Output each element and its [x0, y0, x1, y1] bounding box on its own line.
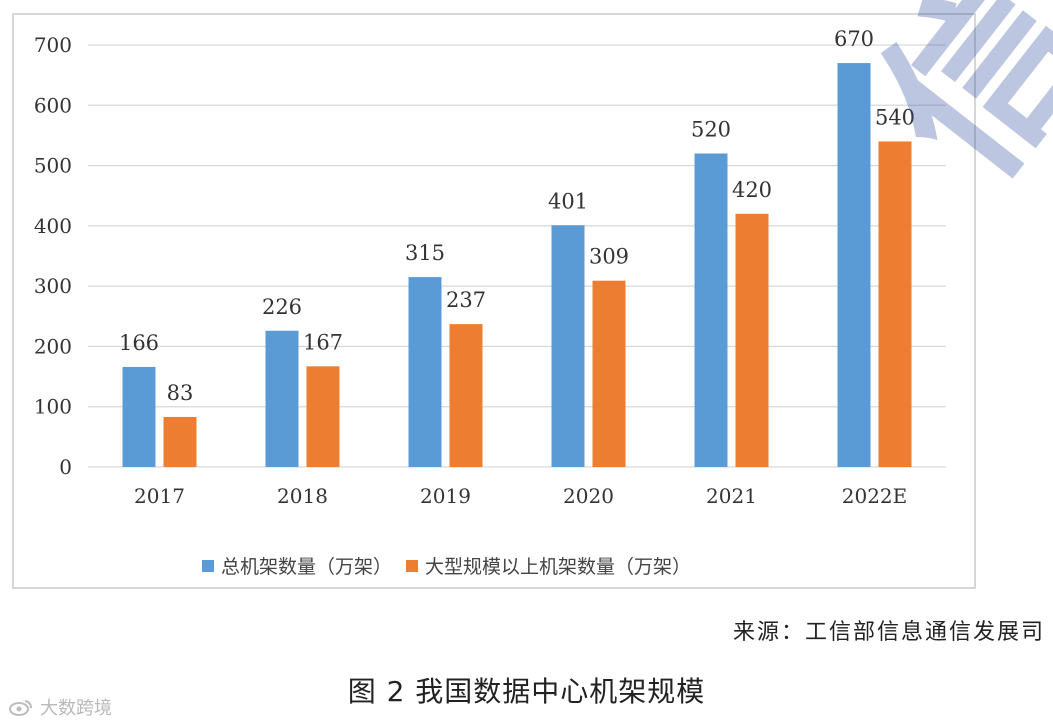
legend-label-large: 大型规模以上机架数量（万架）	[425, 556, 692, 578]
source-note: 来源：工信部信息通信发展司	[732, 620, 1045, 645]
y-tick-label: 100	[34, 395, 72, 419]
y-tick-label: 500	[34, 154, 72, 178]
bar-total-2021	[694, 153, 728, 467]
watermark-badge-text: 大数跨境	[40, 698, 112, 719]
data-label: 315	[405, 241, 445, 265]
x-tick-label: 2019	[420, 484, 471, 508]
watermark-badge: 大数跨境	[8, 694, 112, 720]
sina-eye-icon	[9, 700, 32, 716]
data-label: 226	[262, 295, 302, 319]
legend-item-large-racks: 大型规模以上机架数量（万架）	[406, 552, 691, 579]
x-tick-label: 2022E	[842, 484, 908, 508]
y-tick-label: 200	[34, 334, 72, 358]
bar-large-2018	[306, 366, 340, 467]
legend-swatch-large	[406, 559, 419, 572]
legend: 总机架数量（万架） 大型规模以上机架数量（万架）	[202, 552, 705, 579]
data-label: 520	[691, 118, 731, 142]
data-label: 83	[167, 381, 194, 405]
bar-layer	[122, 63, 912, 467]
bar-total-2017	[122, 366, 156, 467]
x-tick-label: 2020	[563, 484, 614, 508]
data-label: 237	[446, 288, 486, 312]
data-label: 540	[875, 105, 915, 129]
bar-large-2017	[163, 416, 197, 467]
bar-total-2022E	[837, 63, 871, 467]
x-tick-label: 2018	[277, 484, 328, 508]
bar-large-2021	[735, 213, 769, 467]
y-tick-label: 700	[34, 33, 72, 57]
figure-caption: 图 2 我国数据中心机架规模	[347, 675, 706, 708]
x-tick-label: 2017	[134, 484, 185, 508]
legend-label-total: 总机架数量（万架）	[221, 556, 393, 578]
data-label: 167	[303, 330, 343, 354]
y-tick-label: 300	[34, 274, 72, 298]
bar-total-2018	[265, 330, 299, 467]
data-label: 401	[548, 189, 588, 213]
y-tick-label: 600	[34, 93, 72, 117]
data-label: 420	[732, 178, 772, 202]
y-tick-label: 400	[34, 214, 72, 238]
data-label: 166	[119, 331, 159, 355]
bar-total-2020	[551, 225, 585, 467]
y-tick-label: 0	[59, 455, 72, 479]
chart-frame: 0 100 200 300 400 500 600 700 166 83 2017 226 167 201…	[12, 13, 976, 589]
grid-layer	[88, 44, 946, 468]
bar-large-2019	[449, 324, 483, 467]
legend-swatch-total	[202, 559, 214, 572]
data-label: 309	[589, 245, 629, 269]
bar-large-2020	[592, 280, 626, 467]
data-label: 670	[834, 27, 874, 51]
x-tick-label: 2021	[706, 484, 757, 508]
bar-large-2022E	[878, 141, 912, 467]
bar-total-2019	[408, 277, 442, 467]
legend-item-total-racks: 总机架数量（万架）	[202, 552, 392, 579]
